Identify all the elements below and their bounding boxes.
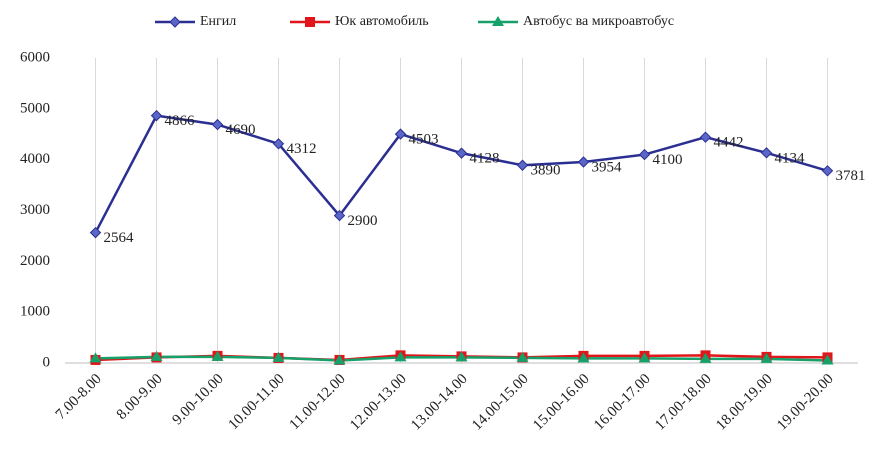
marker bbox=[305, 17, 315, 27]
y-tick-label: 4000 bbox=[20, 151, 50, 167]
marker bbox=[272, 351, 285, 362]
marker bbox=[760, 147, 773, 159]
marker bbox=[272, 138, 285, 150]
marker bbox=[516, 351, 529, 362]
marker bbox=[211, 118, 224, 131]
marker bbox=[492, 16, 504, 26]
y-tick-label: 0 bbox=[43, 354, 51, 370]
marker bbox=[516, 159, 529, 171]
legend-text: Автобус ва микроавтобус bbox=[523, 14, 674, 29]
x-tick-label: 10.00-11.00 bbox=[226, 371, 288, 433]
x-tick-label: 18.00-19.00 bbox=[713, 371, 776, 434]
x-tick-label: 13.00-14.00 bbox=[408, 371, 471, 434]
data-label: 3954 bbox=[592, 159, 623, 175]
marker bbox=[760, 352, 773, 363]
x-tick-label: 16.00-17.00 bbox=[591, 371, 654, 434]
marker bbox=[150, 109, 163, 122]
marker bbox=[821, 354, 834, 365]
data-label: 4690 bbox=[226, 122, 256, 138]
marker bbox=[638, 352, 651, 363]
marker bbox=[638, 148, 651, 161]
marker bbox=[577, 352, 590, 363]
data-label: 4134 bbox=[775, 150, 806, 166]
x-tick-label: 11.00-12.00 bbox=[287, 371, 349, 433]
legend-text: Енгил bbox=[200, 14, 236, 29]
marker bbox=[89, 226, 102, 239]
data-label: 3890 bbox=[531, 163, 561, 179]
marker bbox=[455, 147, 468, 159]
marker bbox=[394, 351, 407, 362]
marker bbox=[577, 156, 590, 168]
marker bbox=[89, 352, 102, 363]
marker bbox=[821, 165, 834, 177]
x-tick-label: 15.00-16.00 bbox=[530, 371, 593, 434]
x-tick-label: 17.00-18.00 bbox=[652, 371, 715, 434]
x-tick-label: 9.00-10.00 bbox=[169, 371, 226, 428]
marker bbox=[699, 131, 712, 143]
data-label: 4100 bbox=[653, 152, 683, 168]
marker bbox=[455, 351, 468, 362]
x-tick-label: 12.00-13.00 bbox=[347, 371, 410, 434]
data-label: 2900 bbox=[348, 213, 378, 229]
y-tick-label: 3000 bbox=[20, 202, 50, 218]
data-label: 4128 bbox=[470, 151, 500, 167]
x-tick-label: 19.00-20.00 bbox=[774, 371, 837, 434]
data-label: 3781 bbox=[836, 168, 866, 184]
marker bbox=[699, 352, 712, 363]
y-tick-label: 5000 bbox=[20, 100, 50, 116]
data-label: 2564 bbox=[104, 230, 135, 246]
y-tick-label: 2000 bbox=[20, 253, 50, 269]
marker bbox=[211, 350, 224, 361]
x-tick-label: 8.00-9.00 bbox=[114, 371, 166, 423]
x-tick-label: 7.00-8.00 bbox=[53, 371, 105, 423]
data-label: 4866 bbox=[165, 113, 196, 129]
data-label: 4312 bbox=[287, 141, 317, 157]
marker bbox=[333, 354, 346, 365]
marker bbox=[333, 209, 346, 222]
marker bbox=[394, 128, 407, 140]
legend-text: Юк автомобиль bbox=[335, 14, 429, 29]
y-tick-label: 1000 bbox=[20, 304, 50, 320]
y-tick-label: 6000 bbox=[20, 49, 50, 65]
x-tick-label: 14.00-15.00 bbox=[469, 371, 532, 434]
marker bbox=[150, 350, 163, 361]
data-label: 4503 bbox=[409, 132, 439, 148]
marker bbox=[169, 16, 181, 28]
data-label: 4442 bbox=[714, 135, 744, 151]
